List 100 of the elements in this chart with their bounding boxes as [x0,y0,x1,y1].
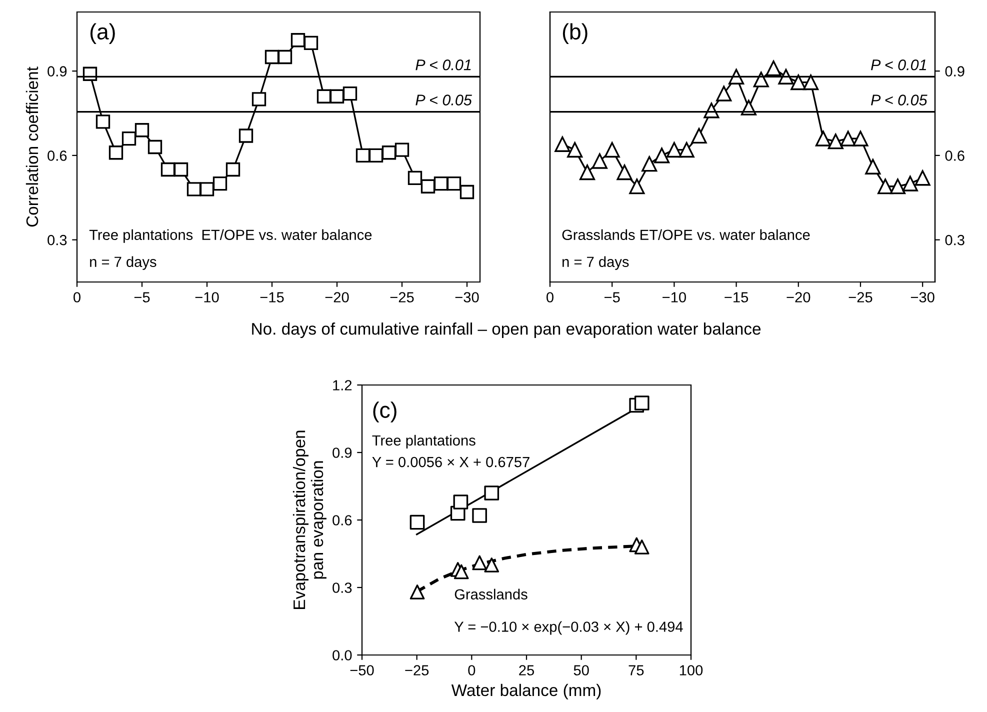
x-tick-label: −20 [325,292,349,302]
point [691,128,707,144]
point [828,134,844,150]
x-tick-label: 25 [519,665,534,676]
point [342,86,358,101]
point [108,146,124,160]
point [815,130,832,146]
x-tick-label: −50 [350,665,374,676]
ref-line-label: P < 0.01 [871,59,926,70]
point [186,182,202,196]
point [472,555,487,570]
point [122,131,136,146]
annotation: (c) [373,402,396,422]
point [148,140,162,154]
point [666,142,682,158]
annotation: Y = 0.0056 × X + 0.6757 [372,456,530,468]
point [278,50,292,64]
point [446,176,462,191]
y-axis-title: Correlation coefficient [26,66,38,227]
y-tick-label: 0.6 [48,150,67,161]
point [134,123,150,138]
point [408,170,422,186]
x-tick-label: 0 [468,665,476,676]
point [852,130,868,146]
y-tick-label: 0.6 [332,515,352,526]
point [634,540,650,554]
y2-tick-label: 0.6 [945,150,964,161]
annotation: n = 7 days [562,256,629,270]
point [304,36,318,50]
annotation: Grasslands ET/OPE vs. water balance [562,229,810,240]
y-tick-label: 0.9 [48,66,67,76]
point [410,514,425,530]
x-tick-label: −15 [724,292,748,302]
point [803,74,819,90]
point [434,176,448,191]
point [356,148,370,163]
x-tick-label: −25 [405,665,429,676]
point [410,584,425,600]
point [840,130,856,146]
point [460,184,474,200]
point [716,86,732,102]
x-tick-label: 100 [680,665,703,676]
x-axis-title: Water balance (mm) [451,684,601,700]
annotation: Y = −0.10 × exp(−0.03 × X) + 0.494 [454,621,683,635]
annotation: (b) [562,23,588,44]
y-tick-label: 0.3 [332,582,352,593]
point [642,156,658,172]
point [226,162,240,177]
annotation: Grasslands [454,588,528,600]
x-tick-label: 75 [628,665,644,676]
x-tick-label: 50 [574,665,589,676]
x-tick-label: 0 [546,292,554,302]
point [654,148,670,164]
point [567,142,583,158]
x-tick-label: −10 [195,292,219,302]
x-tick-label: −30 [455,292,479,302]
point [592,153,608,169]
point [96,114,110,129]
point [484,486,500,500]
point [264,50,280,64]
point [212,176,228,191]
point [604,142,620,158]
annotation: Tree plantations ET/OPE vs. water balance [89,229,372,243]
point [629,178,645,194]
x-tick-label: −5 [134,292,150,302]
x-tick-label: −15 [260,292,284,302]
point [554,136,570,152]
point [368,148,384,163]
y-tick-label: 1.2 [333,380,352,390]
ref-line-label: P < 0.01 [416,59,471,70]
annotation: Tree plantations [372,434,476,448]
point [160,162,176,177]
x-tick-label: −25 [848,292,872,302]
x-tick-label: −25 [390,292,414,302]
point [616,164,632,180]
point [790,74,806,90]
ref-line-label: P < 0.05 [871,94,928,106]
point [252,92,266,106]
annotation: (a) [90,23,115,44]
point [394,142,410,157]
point [330,89,344,104]
point [420,179,436,194]
y2-tick-label: 0.3 [945,234,964,246]
point [579,164,596,180]
point [174,162,188,177]
point [200,182,214,196]
x-tick-label: −20 [786,292,810,302]
y-tick-label: 0.3 [48,234,67,246]
x-axis-title: No. days of cumulative rainfall – open pan evaporation water balance [252,322,761,338]
x-tick-label: 0 [74,292,80,302]
point [290,33,306,48]
point [472,508,487,523]
x-tick-label: −10 [662,292,686,302]
y-tick-label: 0.0 [332,650,352,660]
x-tick-label: −30 [910,292,934,302]
y-tick-label: 0.9 [332,448,352,458]
y2-tick-label: 0.9 [945,66,964,76]
point [878,178,894,194]
point [766,60,782,76]
point [890,178,906,194]
